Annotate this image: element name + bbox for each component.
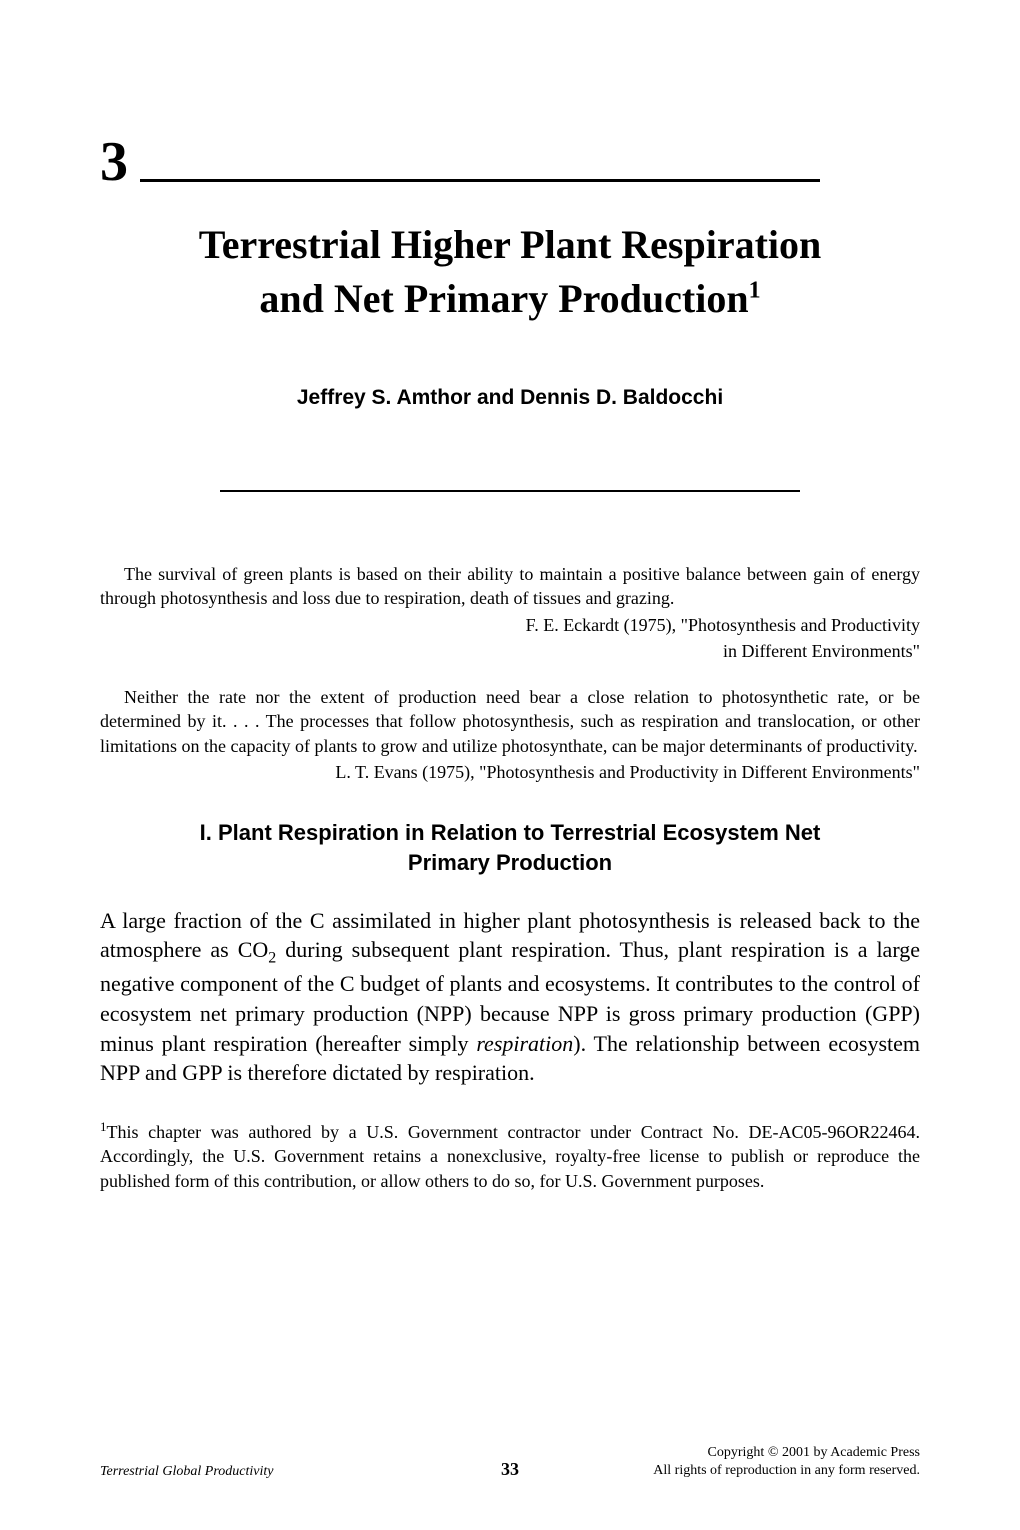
quote-block-1: The survival of green plants is based on… <box>100 562 920 663</box>
footer-left: Terrestrial Global Productivity <box>100 1464 273 1480</box>
chapter-header: 3 <box>100 130 920 194</box>
copyright-line1: Copyright © 2001 by Academic Press <box>653 1444 920 1462</box>
quote-block-2: Neither the rate nor the extent of produ… <box>100 685 920 784</box>
quote-attribution-line2: in Different Environments" <box>100 639 920 663</box>
quote-text: The survival of green plants is based on… <box>100 562 920 611</box>
quote-text: Neither the rate nor the extent of produ… <box>100 685 920 758</box>
divider-rule <box>220 490 800 492</box>
title-text: Terrestrial Higher Plant Respiration and… <box>199 222 822 321</box>
chapter-rule <box>140 179 820 182</box>
body-paragraph: A large fraction of the C assimilated in… <box>100 906 920 1088</box>
footer-right: Copyright © 2001 by Academic Press All r… <box>653 1444 920 1480</box>
body-italic: respiration <box>476 1031 573 1056</box>
chapter-number: 3 <box>100 130 128 194</box>
authors: Jeffrey S. Amthor and Dennis D. Baldocch… <box>100 386 920 410</box>
chapter-title: Terrestrial Higher Plant Respiration and… <box>100 218 920 326</box>
page-footer: Terrestrial Global Productivity 33 Copyr… <box>100 1444 920 1480</box>
footnote: 1This chapter was authored by a U.S. Gov… <box>100 1118 920 1193</box>
footnote-text: This chapter was authored by a U.S. Gove… <box>100 1122 920 1191</box>
title-superscript: 1 <box>749 278 761 304</box>
copyright-line2: All rights of reproduction in any form r… <box>653 1462 920 1480</box>
quote-attribution-line1: F. E. Eckardt (1975), "Photosynthesis an… <box>100 613 920 637</box>
section-heading: I. Plant Respiration in Relation to Terr… <box>100 818 920 877</box>
quote-attribution-line1: L. T. Evans (1975), "Photosynthesis and … <box>100 760 920 784</box>
page-number: 33 <box>501 1459 519 1480</box>
